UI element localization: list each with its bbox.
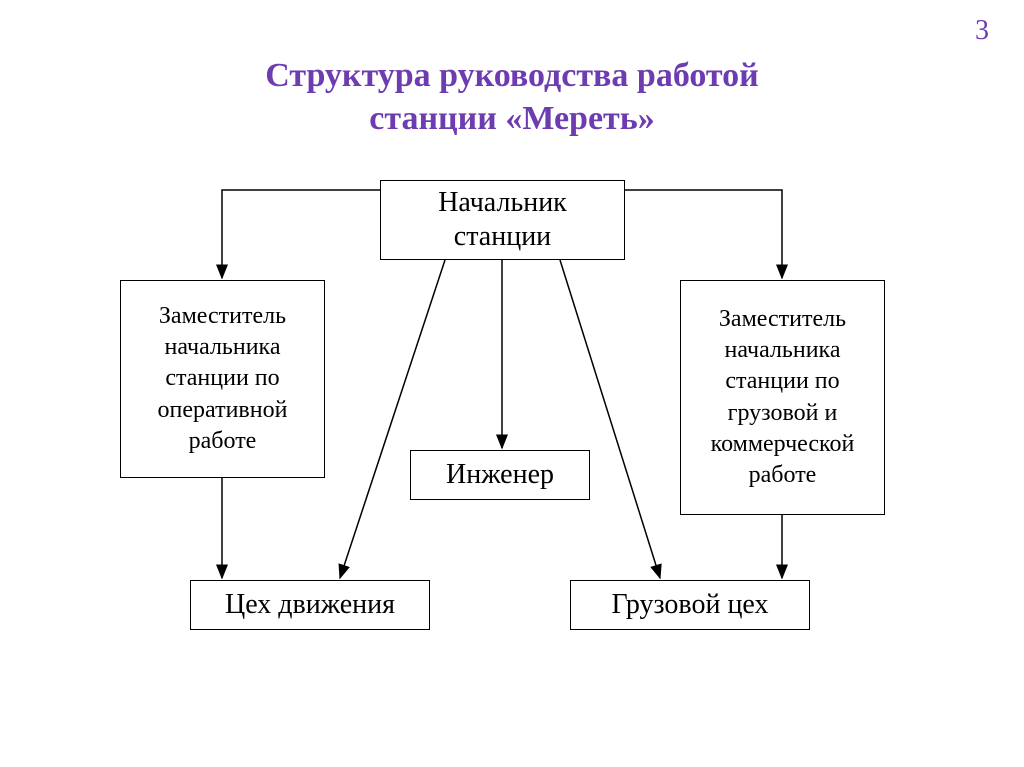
node-deputy-left: Заместитель начальника станции по операт… xyxy=(120,280,325,478)
edge-head-to-deputy-right xyxy=(625,190,782,278)
deputy-left-l5: работе xyxy=(189,428,257,454)
page-title: Структура руководства работой станции «М… xyxy=(0,0,1024,140)
deputy-right-l5: коммерческой xyxy=(711,431,855,457)
node-head: Начальник станции xyxy=(380,180,625,260)
edge-head-to-workshop-right xyxy=(560,260,660,578)
title-line-2: станции «Мереть» xyxy=(369,100,654,137)
workshop-right-label: Грузовой цех xyxy=(611,589,768,621)
deputy-left-l3: станции по xyxy=(165,365,279,391)
node-deputy-right: Заместитель начальника станции по грузов… xyxy=(680,280,885,515)
page-number: 3 xyxy=(975,15,989,47)
deputy-right-l1: Заместитель xyxy=(719,306,846,332)
node-workshop-left: Цех движения xyxy=(190,580,430,630)
org-chart: Начальник станции Заместитель начальника… xyxy=(0,160,1024,730)
deputy-right-l2: начальника xyxy=(724,337,840,363)
node-workshop-right: Грузовой цех xyxy=(570,580,810,630)
engineer-label: Инженер xyxy=(446,459,554,491)
deputy-left-l1: Заместитель xyxy=(159,303,286,329)
deputy-right-l6: работе xyxy=(749,462,817,488)
title-line-1: Структура руководства работой xyxy=(265,57,759,94)
edge-head-to-workshop-left xyxy=(340,260,445,578)
node-head-line1: Начальник xyxy=(438,187,567,218)
deputy-right-l4: грузовой и xyxy=(728,400,838,426)
deputy-right-l3: станции по xyxy=(725,368,839,394)
deputy-left-l2: начальника xyxy=(164,334,280,360)
node-head-line2: станции xyxy=(454,221,551,252)
edge-head-to-deputy-left xyxy=(222,190,380,278)
deputy-left-l4: оперативной xyxy=(158,397,288,423)
workshop-left-label: Цех движения xyxy=(225,589,395,621)
node-engineer: Инженер xyxy=(410,450,590,500)
